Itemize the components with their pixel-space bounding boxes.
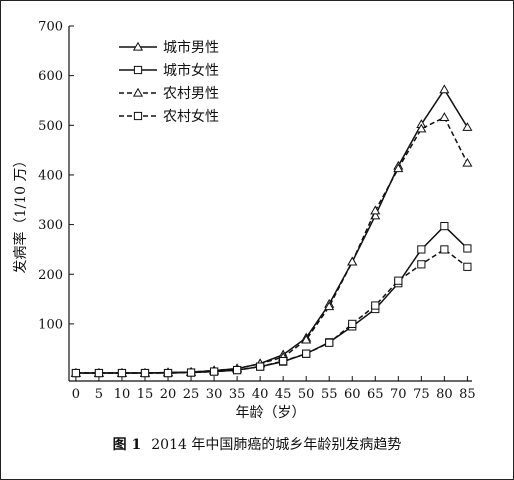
series-line xyxy=(75,116,469,374)
data-point xyxy=(370,205,381,215)
data-point xyxy=(440,245,449,254)
legend-entry-4: 农村女性 xyxy=(119,108,219,125)
x-tick-label: 5 xyxy=(95,387,103,402)
x-tick-label: 60 xyxy=(344,387,361,402)
data-point xyxy=(393,163,404,173)
x-tick-label: 65 xyxy=(367,387,384,402)
data-point xyxy=(163,368,173,378)
series-layer xyxy=(70,84,473,378)
data-point xyxy=(417,245,426,254)
series-line xyxy=(75,88,469,374)
data-point xyxy=(440,221,449,231)
data-point xyxy=(371,301,380,310)
data-point xyxy=(132,87,144,97)
x-tick-label: 30 xyxy=(206,387,223,402)
data-point xyxy=(279,357,288,366)
y-tick-label: 200 xyxy=(38,268,63,283)
x-tick-label: 25 xyxy=(183,387,200,402)
x-tick-label: 15 xyxy=(137,387,154,402)
series-4 xyxy=(71,245,472,378)
y-tick-label: 600 xyxy=(38,69,63,84)
data-point xyxy=(256,362,265,371)
x-tick-label: 85 xyxy=(459,387,476,402)
x-tick-label: 75 xyxy=(413,387,430,402)
y-ticks: 100 200 300 400 500 600 700 xyxy=(38,20,74,332)
data-point xyxy=(348,319,357,329)
y-tick-label: 400 xyxy=(38,168,63,183)
series-3 xyxy=(70,112,473,377)
x-tick-label: 40 xyxy=(252,387,269,402)
x-tick-label: 70 xyxy=(390,387,407,402)
x-tick-label: 55 xyxy=(321,387,338,402)
data-point xyxy=(394,276,403,285)
data-point xyxy=(417,260,426,269)
figure-caption-text: 2014 年中国肺癌的城乡年龄别发病趋势 xyxy=(151,437,402,453)
line-chart: 100 200 300 400 500 600 700 0 5 10 15 20 25 30 35 40 45… xyxy=(12,20,476,422)
series-line xyxy=(75,225,468,374)
data-point xyxy=(416,123,427,133)
legend-entry-2: 城市女性 xyxy=(119,62,219,79)
data-point xyxy=(462,157,473,167)
data-point xyxy=(133,65,143,75)
legend-entry-3: 农村男性 xyxy=(119,86,219,102)
x-tick-label: 35 xyxy=(229,387,246,402)
data-point xyxy=(117,368,127,378)
series-2 xyxy=(71,221,472,378)
x-tick-label: 20 xyxy=(160,387,177,402)
data-point xyxy=(71,368,81,378)
figure-caption: 图 1 2014 年中国肺癌的城乡年龄别发病趋势 xyxy=(1,434,513,454)
axes xyxy=(68,26,472,382)
data-point xyxy=(132,41,144,51)
legend-label: 城市女性 xyxy=(163,62,219,79)
series-1 xyxy=(70,84,473,377)
legend-entry-1: 城市男性 xyxy=(119,39,219,56)
data-point xyxy=(439,112,450,122)
x-tick-label: 50 xyxy=(298,387,315,402)
x-tick-label: 45 xyxy=(275,387,292,402)
y-tick-label: 100 xyxy=(38,317,63,332)
data-point xyxy=(463,262,472,271)
y-tick-label: 500 xyxy=(38,119,63,134)
data-point xyxy=(140,368,150,378)
data-point xyxy=(325,338,334,347)
x-ticks: 0 5 10 15 20 25 30 35 40 45 50 55 60 65 70 75 80 85 xyxy=(72,376,476,402)
x-tick-label: 10 xyxy=(114,387,131,402)
legend-label: 农村女性 xyxy=(163,108,219,125)
data-point xyxy=(463,244,472,253)
data-point xyxy=(133,111,143,121)
y-tick-label: 700 xyxy=(38,20,63,35)
legend-label: 农村男性 xyxy=(163,86,219,102)
data-point xyxy=(462,122,473,131)
data-point xyxy=(324,301,335,311)
data-point xyxy=(94,368,104,378)
y-axis-title: 发病率（1/10 万） xyxy=(12,154,29,274)
figure-number: 图 1 xyxy=(112,437,142,453)
data-point xyxy=(209,367,219,376)
data-point xyxy=(347,256,358,266)
legend-label: 城市男性 xyxy=(163,39,219,56)
x-tick-label: 80 xyxy=(436,387,453,402)
data-point xyxy=(233,365,242,375)
y-tick-label: 300 xyxy=(38,218,63,233)
data-point xyxy=(186,368,196,377)
x-tick-label: 0 xyxy=(72,387,80,402)
data-point xyxy=(302,349,311,358)
x-axis-title: 年龄（岁） xyxy=(236,405,306,421)
data-point xyxy=(301,334,312,344)
data-point xyxy=(439,84,450,94)
